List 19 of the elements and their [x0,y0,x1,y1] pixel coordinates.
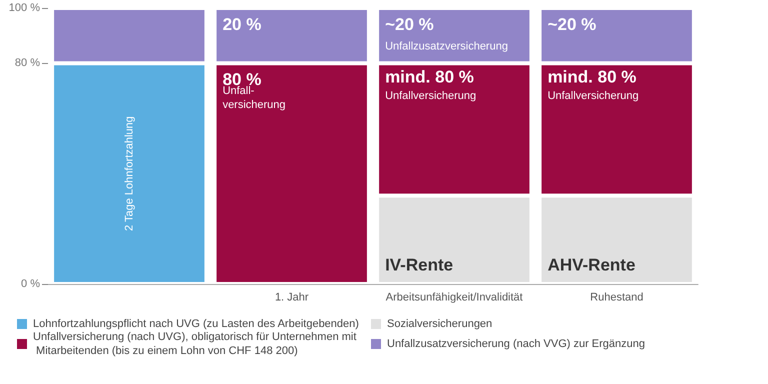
legend-label: Sozialversicherungen [387,318,492,330]
annotation: AHV-Rente [548,255,636,274]
y-tick-label: 100 % [8,2,40,14]
legend-label: Unfallzusatzversicherung (nach VVG) zur Ergänzung [387,338,646,350]
data-label: 20 % [222,15,262,34]
legend-label: Lohnfortzahlungspflicht nach UVG (zu Lasten des Arbeitgebenden) [33,318,359,330]
annotation: mind. 80 % Unfallversicherung [385,68,476,102]
legend-label: Unfallversicherung (nach UVG), obligatorisch für Unternehmen mit Mitarbeitenden (bis zu einem Lohn von CHF 148 200) [33,331,356,357]
y-tick-label: 80 % [14,57,40,70]
x-tick-label: 1. Jahr [274,292,309,304]
x-tick-label: Arbeitsunfähigkeit/Invalidität [386,292,523,304]
annotation: IV-Rente [385,255,454,274]
data-label: ~20 % [548,15,596,34]
annotation: 2 Tage Lohnfortzahlung [123,116,136,231]
y-tick-label: 0 % [21,278,40,290]
data-label: ~20 % [385,15,434,34]
annotation: mind. 80 % Unfallversicherung [548,68,639,102]
x-tick-label: Ruhestand [590,292,644,304]
annotation: Unfallzusatzversicherung [385,40,508,53]
